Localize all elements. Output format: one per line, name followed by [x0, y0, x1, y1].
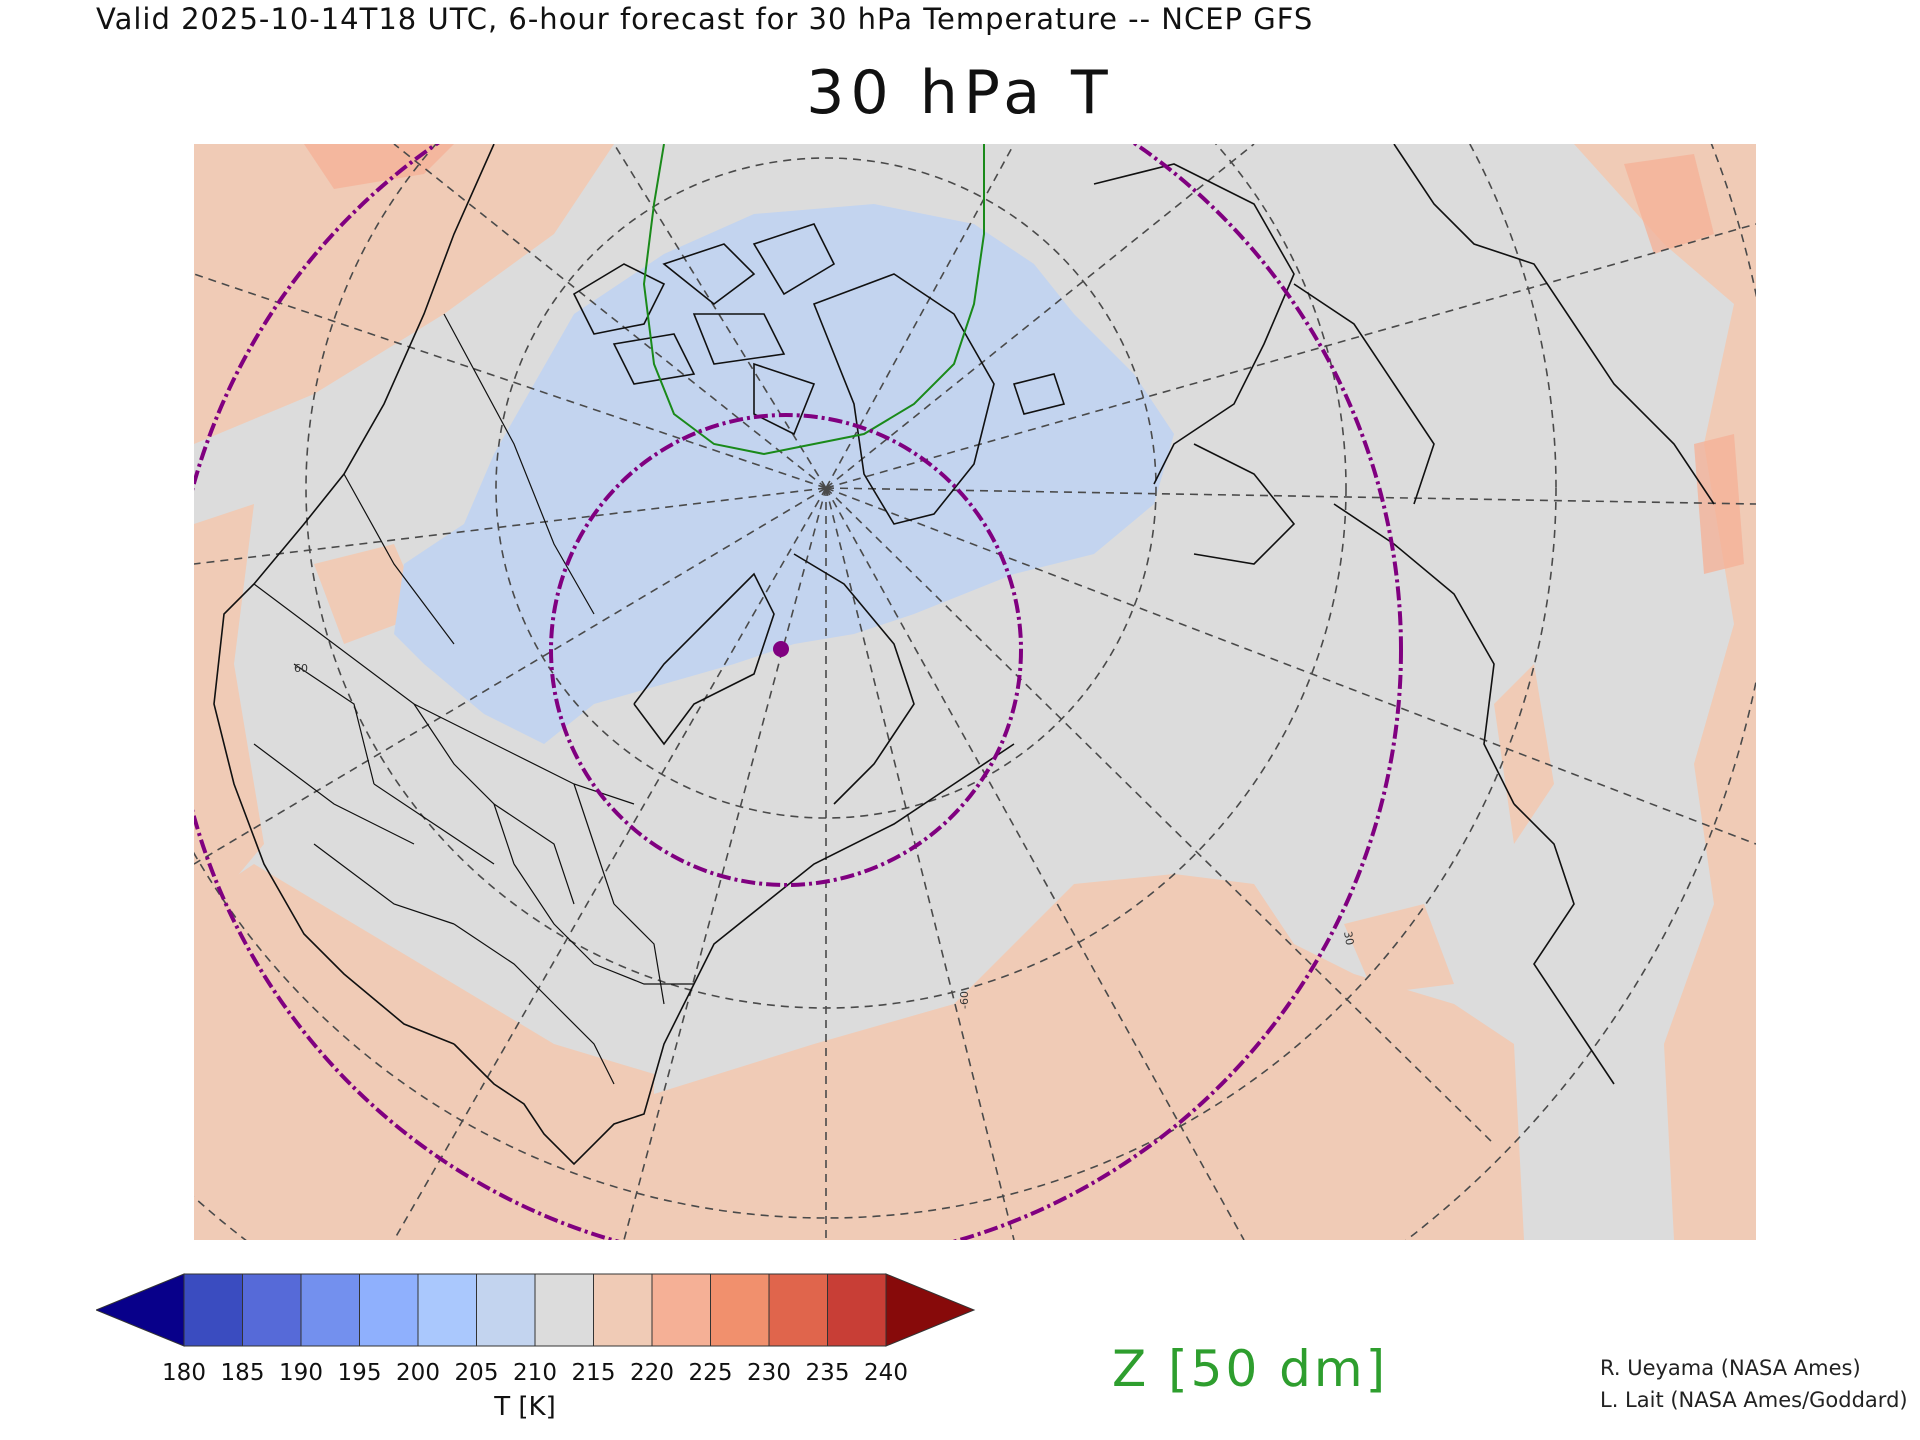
colorbar-tick-label: 210 [513, 1360, 557, 1386]
colorbar-swatch [476, 1273, 536, 1347]
graticule [194, 144, 1756, 1240]
credit-line-1: R. Ueyama (NASA Ames) [1600, 1356, 1861, 1380]
colorbar-swatch [359, 1273, 419, 1347]
colorbar-tick-label: 220 [630, 1360, 674, 1386]
colorbar-tick-label: 215 [571, 1360, 616, 1386]
colorbar-swatch [651, 1273, 711, 1347]
credits: R. Ueyama (NASA Ames) L. Lait (NASA Ames… [1600, 1352, 1908, 1416]
graticule-label-1: 60 [294, 662, 308, 675]
colorbar-tick-label: 225 [688, 1360, 733, 1386]
colorbar-tick-label: 235 [805, 1360, 850, 1386]
map-panel[interactable]: 60 30 -60 [194, 144, 1756, 1240]
colorbar-max-arrow [885, 1273, 976, 1347]
geopotential-contour [642, 144, 985, 456]
geopotential-label: Z [50 dm] [1112, 1340, 1389, 1398]
colorbar-swatch [593, 1273, 653, 1347]
colorbar-swatch [300, 1273, 360, 1347]
colorbar-swatch [417, 1273, 477, 1347]
colorbar-swatch [768, 1273, 828, 1347]
colorbar-swatch [710, 1273, 770, 1347]
colorbar-tick-label: 185 [220, 1360, 265, 1386]
colorbar-tick-label: 180 [162, 1360, 206, 1386]
colorbar-tick-label: 230 [747, 1360, 791, 1386]
colorbar-swatch [827, 1273, 887, 1347]
reference-circles [194, 144, 1403, 1240]
political-borders [253, 313, 694, 1085]
colorbar-title: T [K] [494, 1392, 556, 1422]
graticule-label-3: -60 [958, 991, 971, 1009]
colorbar-tick-label: 200 [396, 1360, 440, 1386]
colorbar-tick-label: 195 [337, 1360, 382, 1386]
page-title: 30 hPa T [806, 58, 1114, 128]
warmer-patches [304, 144, 1744, 574]
colorbar-min-arrow [96, 1273, 185, 1347]
coastlines [213, 144, 1715, 1166]
credit-line-2: L. Lait (NASA Ames/Goddard) [1600, 1388, 1908, 1412]
valid-time-header: Valid 2025-10-14T18 UTC, 6-hour forecast… [96, 2, 1314, 36]
colorbar-tick-label: 240 [864, 1360, 908, 1386]
sub-polar-point-marker [773, 641, 789, 657]
graticule-label-2: 30 [1341, 930, 1356, 946]
colorbar-tick-label: 190 [279, 1360, 323, 1386]
colorbar-swatch [242, 1273, 302, 1347]
colorbar-tick-label: 205 [454, 1360, 499, 1386]
colorbar-swatch [183, 1273, 243, 1347]
colorbar-swatch [534, 1273, 594, 1347]
graticule-labels: 60 30 -60 [294, 662, 1356, 1009]
map-canvas: 60 30 -60 [194, 144, 1756, 1240]
warm-temperature-field [194, 144, 1756, 1240]
temperature-colorbar [96, 1273, 976, 1347]
